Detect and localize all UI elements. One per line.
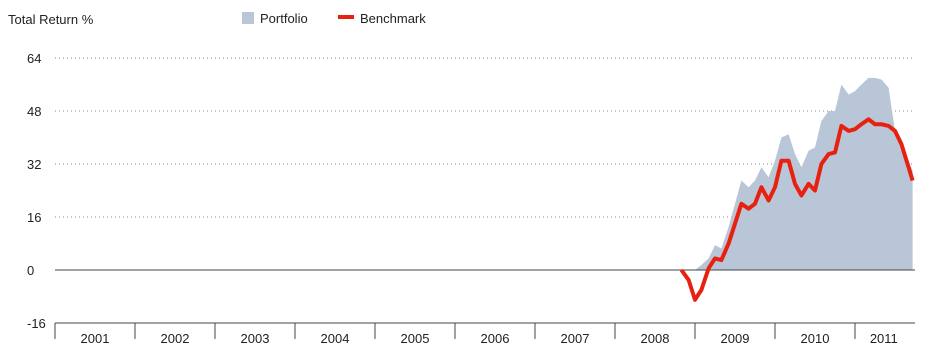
- y-axis-tick-labels: 64 48 32 16 0 -16: [27, 51, 46, 331]
- y-tick-label: 48: [27, 104, 41, 119]
- x-tick-label: 2004: [321, 331, 350, 346]
- x-tick-label: 2007: [561, 331, 590, 346]
- chart-title: Total Return %: [8, 12, 94, 27]
- x-tick-label: 2011: [870, 331, 898, 346]
- x-tick-label: 2010: [801, 331, 830, 346]
- legend-label-portfolio: Portfolio: [260, 11, 308, 26]
- x-tick-label: 2006: [481, 331, 510, 346]
- x-tick-label: 2005: [401, 331, 430, 346]
- x-tick-label: 2001: [81, 331, 110, 346]
- y-tick-label: 0: [27, 263, 34, 278]
- y-tick-label: 16: [27, 210, 41, 225]
- legend-swatch-benchmark: [338, 15, 354, 19]
- y-tick-label: -16: [27, 316, 46, 331]
- y-tick-label: 64: [27, 51, 41, 66]
- x-tick-label: 2009: [721, 331, 750, 346]
- legend-label-benchmark: Benchmark: [360, 11, 426, 26]
- x-tick-label: 2008: [641, 331, 670, 346]
- benchmark-line: [679, 117, 915, 302]
- y-tick-label: 32: [27, 157, 41, 172]
- x-axis: [54, 322, 915, 339]
- legend-swatch-portfolio: [242, 12, 254, 24]
- x-tick-label: 2002: [161, 331, 190, 346]
- x-axis-tick-labels: 2001 2002 2003 2004 2005 2006 2007 2008 2009 2010…: [81, 331, 898, 346]
- benchmark-series: [679, 117, 915, 302]
- x-tick-label: 2003: [241, 331, 270, 346]
- chart-legend: Portfolio Benchmark: [242, 11, 426, 26]
